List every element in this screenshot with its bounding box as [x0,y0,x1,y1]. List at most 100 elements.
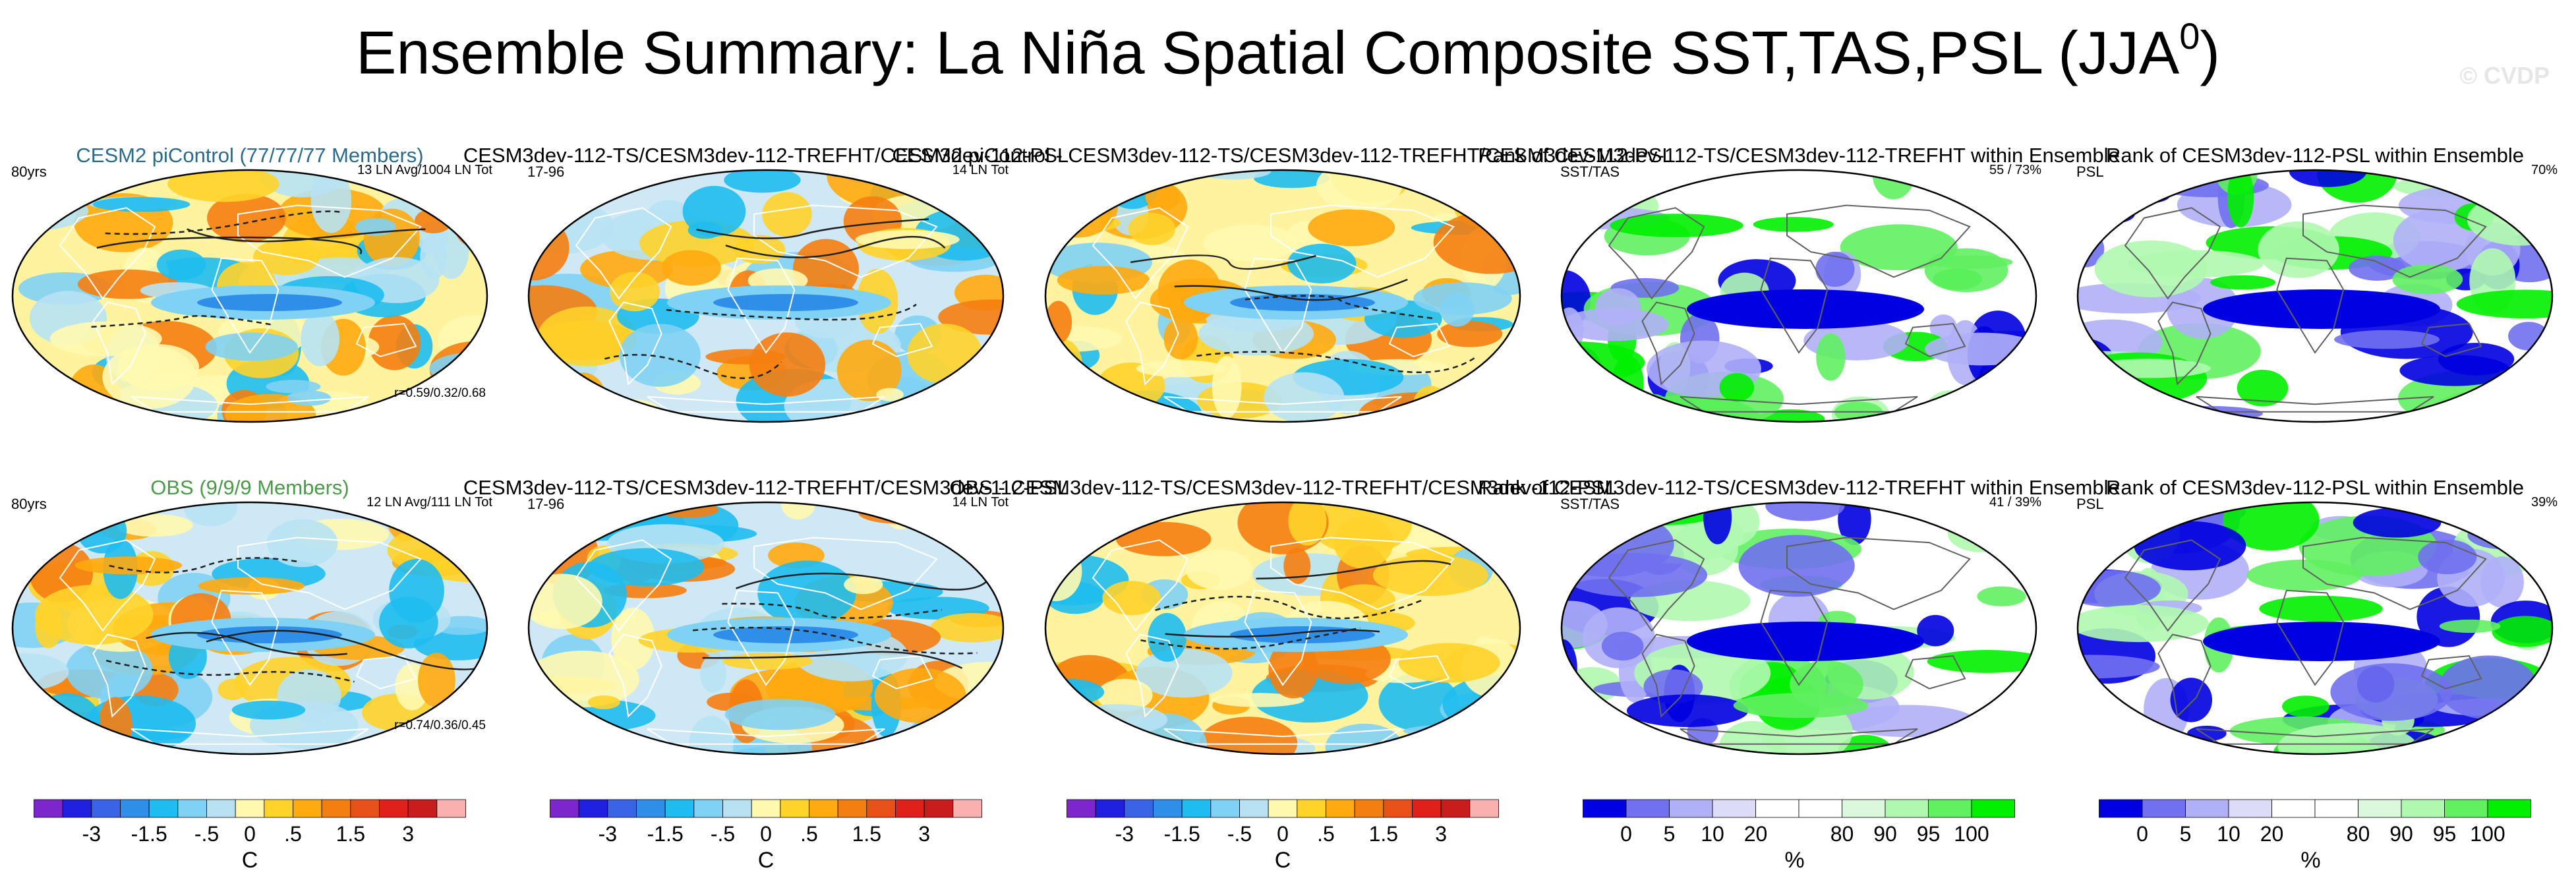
colorbar-swatch [2444,799,2488,818]
field-blob [1738,535,1855,597]
field-blob [2439,655,2538,720]
continent-outline [1641,301,1695,386]
field-blob [1924,248,2008,293]
field-blob [2418,539,2477,575]
colorbar-swatch [2487,799,2531,818]
field-blob [1433,211,1520,274]
rank-band [1687,289,1924,329]
colorbar-swatch [923,799,954,818]
colorbar-4: 0 5 10 20 80 90 95 100% [1583,799,2015,873]
continent-outline [1904,655,1966,690]
field-blob [1562,308,1669,341]
colorbar-swatch [1798,799,1842,818]
field-blob [2438,343,2515,376]
field-blob [1048,681,1087,717]
map-field [529,170,1003,422]
colorbar-swatch [1239,799,1269,818]
map-border [1044,501,1521,755]
continent-outline [59,207,156,300]
psl-contour [725,235,946,258]
continent-outline [647,728,885,745]
colorbar-tick-label: 10 [2217,822,2240,846]
field-blob [1446,506,1515,544]
continent-outline [1270,204,1455,278]
continent-outline [237,204,422,278]
continent-outline [1125,301,1179,386]
colorbar-swatch [1210,799,1240,818]
continent-outline [59,539,156,632]
field-blob [682,186,746,237]
continent-outline [237,537,422,610]
colorbar-swatch [1583,799,1627,818]
colorbar-swatch [550,799,579,818]
field-blob [2237,369,2289,407]
field-blob [1626,694,1749,727]
continent-outline [2124,539,2221,632]
colorbar-swatch [1181,799,1212,818]
colorbar-tick-label: 0 [244,822,256,846]
field-blob [102,345,196,409]
field-blob [218,678,248,701]
colorbar-tick-label: 0 [760,822,772,846]
field-blob [207,193,286,243]
field-blob [2508,322,2550,351]
continent-outline [2196,396,2434,413]
colorbar-swatch [636,799,666,818]
field-blob [16,530,49,568]
page-title: Ensemble Summary: La Niña Spatial Compos… [0,15,2576,88]
page-title-text: Ensemble Summary: La Niña Spatial Compos… [356,19,2180,87]
field-blob [1203,224,1299,262]
field-blob [2289,170,2367,187]
psl-contour [1196,351,1477,374]
colorbar-tick-label: -.5 [194,822,219,846]
field-blob [1565,377,1622,422]
colorbar-swatch [407,799,438,818]
colorbar-swatch [607,799,637,818]
cold-tongue-core [713,294,858,311]
colorbar-swatch [436,799,466,818]
field-blob [1185,549,1253,590]
colorbar-tick-label: 1.5 [1369,822,1398,846]
field-blob [974,725,1001,754]
field-blob [2353,508,2442,538]
field-blob [2078,200,2116,229]
map-row2-col3: OBS - CESM3dev-112-TS/CESM3dev-112-TREFH… [949,476,1616,755]
field-blob [205,332,298,361]
field-blob [611,607,655,670]
continent-outline [1680,396,1918,413]
psl-contour [696,218,929,239]
field-blob [1102,581,1161,616]
continent-outline [131,396,369,413]
continent-outline [1244,257,1312,354]
map-row1-col1: CESM2 piControl (77/77/77 Members) 80yrs 1… [11,144,492,423]
map-border [1560,501,2037,755]
field-blob [2094,240,2208,297]
field-blob [1562,381,1642,422]
psl-contour [666,303,917,321]
field-blob [74,556,183,575]
colorbar-swatch [235,799,265,818]
map-row1-col4: Rank of CESM3dev-112-TS/CESM3dev-112-TRE… [1478,144,2120,423]
continent-outline [871,655,933,690]
field-blob [1045,397,1075,412]
field-blob [1316,170,1403,210]
psl-contour [1244,295,1432,319]
field-blob [907,323,983,384]
field-blob [2210,275,2276,290]
field-blob [2259,595,2383,622]
colorbar-tick-label: 90 [1873,822,1897,846]
field-blob [301,311,339,367]
colorbar-tick-label: 95 [2433,822,2457,846]
field-blob [1719,372,1755,402]
field-blob [2492,709,2550,730]
field-blob [1733,693,1869,719]
field-blob [1045,508,1107,557]
colorbar-tick-label: 3 [1435,822,1447,846]
field-blob [267,519,338,568]
field-blob [1283,548,1311,585]
field-blob [887,504,914,530]
cold-tongue-core [197,294,342,311]
field-blob [1198,312,1314,356]
continent-outline [1786,537,1971,610]
